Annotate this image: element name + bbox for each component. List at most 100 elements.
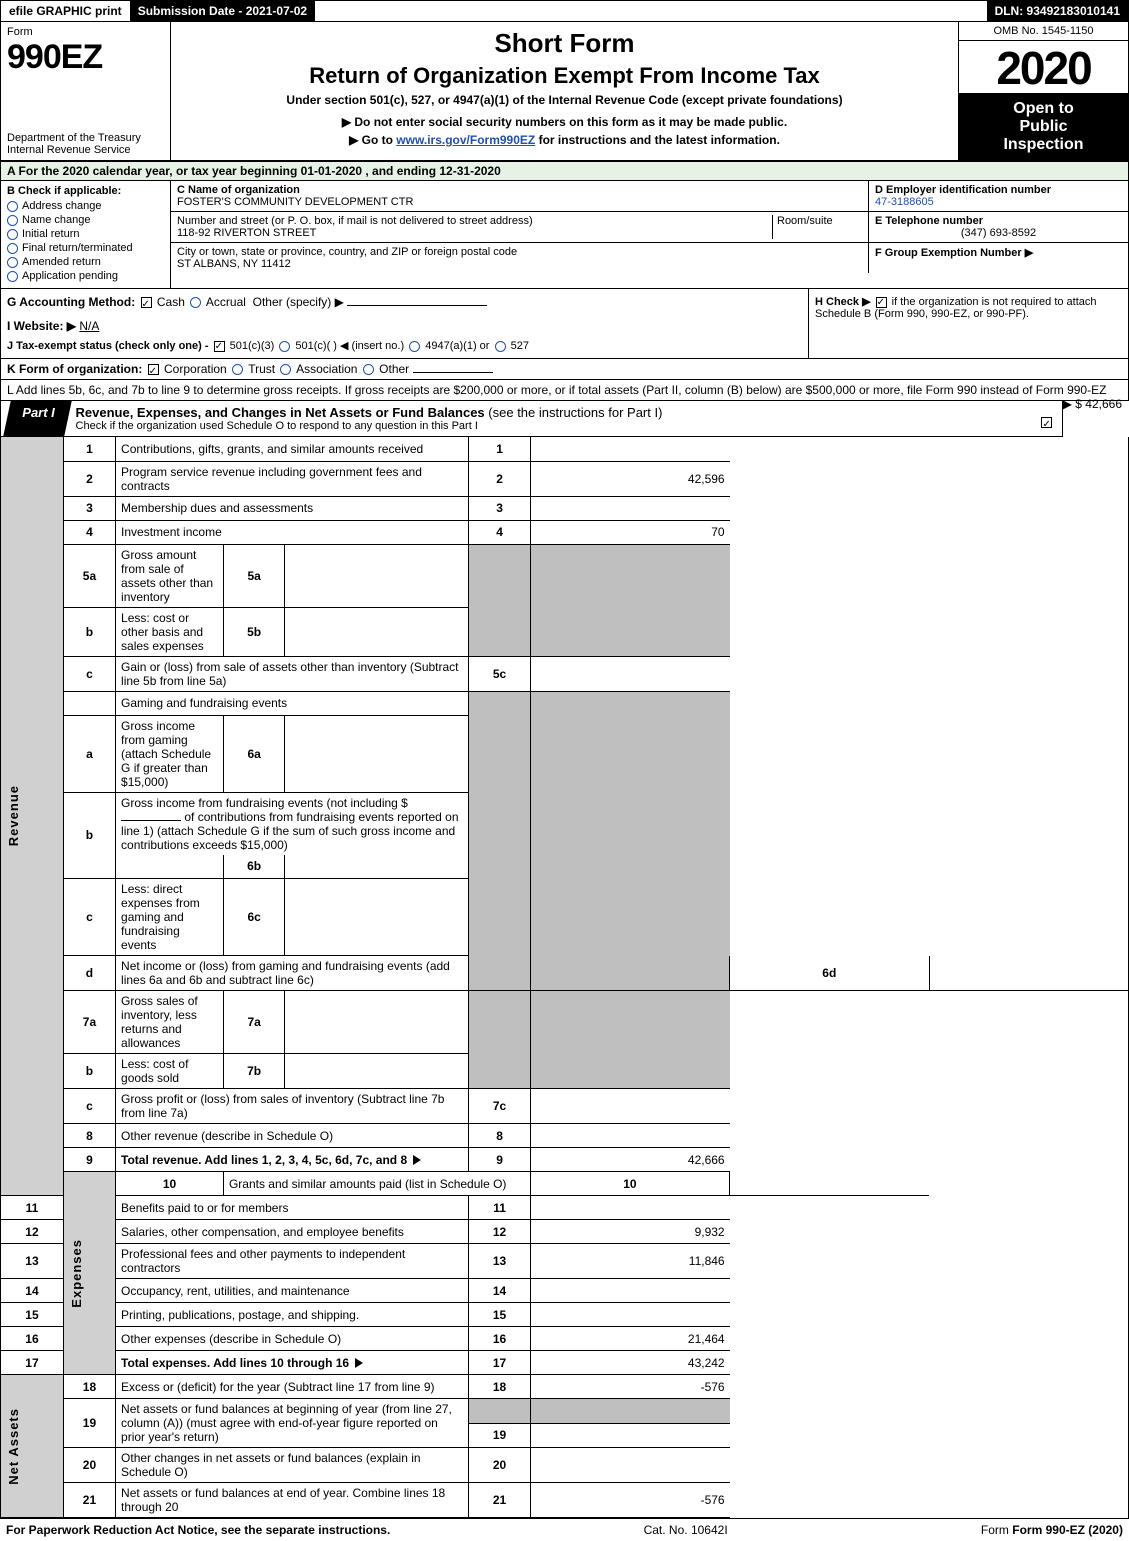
chk-initial-return[interactable]: Initial return — [7, 228, 164, 240]
line-6b-value — [285, 855, 469, 879]
line-13-value: 11,846 — [530, 1244, 729, 1279]
irs: Internal Revenue Service — [7, 144, 164, 156]
website-value: N/A — [79, 319, 99, 333]
line-3-value — [530, 496, 729, 520]
line-4-value: 70 — [530, 520, 729, 544]
line-16-value: 21,464 — [530, 1327, 729, 1351]
line-7b-value — [285, 1054, 469, 1089]
arrow-line-2: ▶ Go to www.irs.gov/Form990EZ for instru… — [179, 133, 950, 147]
header-mid: Short Form Return of Organization Exempt… — [171, 22, 958, 160]
line-6a-value — [285, 715, 469, 792]
chk-501c[interactable] — [279, 341, 290, 352]
footer-left: For Paperwork Reduction Act Notice, see … — [6, 1523, 390, 1537]
short-form-title: Short Form — [179, 28, 950, 59]
line-l-amount: ▶ $ 42,666 — [1063, 397, 1122, 411]
chk-527[interactable] — [495, 341, 506, 352]
page-footer: For Paperwork Reduction Act Notice, see … — [0, 1518, 1129, 1541]
chk-cash[interactable] — [141, 297, 152, 308]
tax-year: 2020 — [959, 41, 1128, 94]
line-15-value — [530, 1303, 729, 1327]
form-number: 990EZ — [7, 38, 164, 77]
line-6c-value — [285, 879, 469, 956]
chk-address-change[interactable]: Address change — [7, 200, 164, 212]
header-left: Form 990EZ Department of the Treasury In… — [1, 22, 171, 160]
chk-corporation[interactable] — [148, 364, 159, 375]
city-value: ST ALBANS, NY 11412 — [177, 258, 291, 270]
chk-application-pending[interactable]: Application pending — [7, 270, 164, 282]
line-12-value: 9,932 — [530, 1220, 729, 1244]
open-to-public: Open to Public Inspection — [959, 94, 1128, 160]
efile-print[interactable]: efile GRAPHIC print — [1, 1, 130, 21]
submission-date: Submission Date - 2021-07-02 — [130, 1, 315, 21]
checkbox-icon — [7, 229, 18, 240]
other-org-input[interactable] — [413, 372, 493, 373]
org-name: FOSTER'S COMMUNITY DEVELOPMENT CTR — [177, 196, 413, 208]
city-label: City or town, state or province, country… — [177, 246, 517, 258]
chk-4947[interactable] — [409, 341, 420, 352]
line-6d-value — [929, 956, 1128, 991]
telephone-value: (347) 693-8592 — [875, 227, 1122, 239]
line-18-value: -576 — [530, 1375, 729, 1399]
column-cde: C Name of organization FOSTER'S COMMUNIT… — [171, 181, 1128, 288]
omb-number: OMB No. 1545-1150 — [959, 22, 1128, 41]
net-assets-side-label: Net Assets — [6, 1408, 21, 1485]
chk-501c3[interactable] — [214, 341, 225, 352]
checkbox-icon — [7, 243, 18, 254]
form-word: Form — [7, 26, 164, 38]
footer-mid: Cat. No. 10642I — [644, 1523, 728, 1537]
col-b-header: B Check if applicable: — [7, 185, 164, 197]
expenses-side-label: Expenses — [69, 1239, 84, 1308]
i-website-label: I Website: ▶ — [7, 319, 76, 333]
e-tel-label: E Telephone number — [875, 215, 983, 227]
part-1-header: Part I Revenue, Expenses, and Changes in… — [0, 401, 1063, 437]
line-6b-contrib-input[interactable] — [121, 820, 181, 821]
line-l: L Add lines 5b, 6c, and 7b to line 9 to … — [0, 380, 1129, 401]
chk-h[interactable] — [876, 297, 887, 308]
line-21-value: -576 — [530, 1483, 729, 1518]
chk-name-change[interactable]: Name change — [7, 214, 164, 226]
footer-right: Form Form 990-EZ (2020) — [981, 1523, 1123, 1537]
chk-other-org[interactable] — [363, 364, 374, 375]
checkbox-icon — [7, 271, 18, 282]
form-header: Form 990EZ Department of the Treasury In… — [0, 22, 1129, 162]
column-b: B Check if applicable: Address change Na… — [1, 181, 171, 288]
g-label: G Accounting Method: — [7, 295, 135, 309]
ein-value: 47-3188605 — [875, 196, 934, 208]
room-label: Room/suite — [777, 215, 833, 227]
under-section: Under section 501(c), 527, or 4947(a)(1)… — [179, 93, 950, 107]
other-specify-input[interactable] — [347, 305, 487, 306]
line-5b-value — [285, 607, 469, 656]
line-7a-value — [285, 991, 469, 1054]
chk-trust[interactable] — [232, 364, 243, 375]
chk-final-return[interactable]: Final return/terminated — [7, 242, 164, 254]
instructions-link[interactable]: www.irs.gov/Form990EZ — [396, 133, 535, 147]
line-5c-value — [530, 656, 729, 691]
chk-accrual[interactable] — [190, 297, 201, 308]
line-1-value — [530, 437, 729, 461]
checkbox-icon — [7, 215, 18, 226]
line-20-value — [530, 1448, 729, 1483]
arrow-icon — [413, 1155, 421, 1165]
header-right: OMB No. 1545-1150 2020 Open to Public In… — [958, 22, 1128, 160]
part-1-tag: Part I — [3, 401, 71, 436]
arrow-icon — [355, 1358, 363, 1368]
part-1-title: Revenue, Expenses, and Changes in Net As… — [68, 401, 1032, 436]
line-10-value — [730, 1172, 929, 1196]
line-14-value — [530, 1279, 729, 1303]
street-value: 118-92 RIVERTON STREET — [177, 227, 316, 239]
arrow-line-1: ▶ Do not enter social security numbers o… — [179, 115, 950, 129]
chk-schedule-o[interactable] — [1041, 417, 1052, 428]
revenue-side-label: Revenue — [6, 785, 21, 846]
line-9-value: 42,666 — [530, 1148, 729, 1172]
line-19-value — [530, 1423, 729, 1448]
chk-amended-return[interactable]: Amended return — [7, 256, 164, 268]
dept-treasury: Department of the Treasury — [7, 132, 164, 144]
checkbox-icon — [7, 257, 18, 268]
line-11-value — [530, 1196, 729, 1220]
j-label: J Tax-exempt status (check only one) - — [7, 340, 209, 352]
ghij-block: G Accounting Method: Cash Accrual Other … — [0, 289, 1129, 359]
chk-association[interactable] — [280, 364, 291, 375]
line-8-value — [530, 1124, 729, 1148]
info-block: B Check if applicable: Address change Na… — [0, 181, 1129, 289]
dln: DLN: 93492183010141 — [987, 1, 1128, 21]
